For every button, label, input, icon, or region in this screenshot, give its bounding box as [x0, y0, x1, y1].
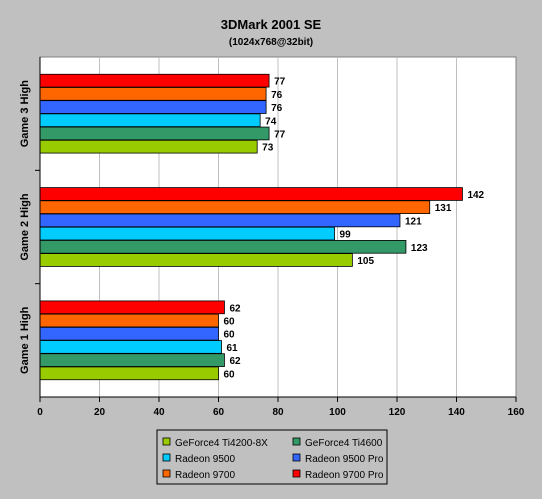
bar-game-1-high-geforce4-ti4200-8x	[39, 366, 219, 381]
legend-swatch-radeon-9700	[162, 469, 171, 478]
legend-swatch-radeon-9700-pro	[292, 469, 301, 478]
data-label-game-3-high-radeon-9700-pro: 77	[274, 77, 286, 88]
bar-game-3-high-radeon-9700-pro	[39, 73, 270, 88]
data-label-game-1-high-geforce4-ti4600: 62	[229, 356, 241, 367]
legend-box	[156, 429, 388, 485]
bar-game-1-high-geforce4-ti4600	[39, 353, 225, 367]
chart-title: 3DMark 2001 SE	[221, 17, 322, 32]
x-tick-label-120: 120	[389, 407, 406, 418]
x-tick-label-40: 40	[153, 407, 165, 418]
data-label-game-2-high-radeon-9700-pro: 142	[467, 190, 484, 201]
bar-game-1-high-radeon-9700-pro	[39, 300, 225, 315]
x-tick-label-80: 80	[272, 407, 284, 418]
legend-swatch-radeon-9500-pro	[292, 453, 301, 462]
legend-label-radeon-9700-pro: Radeon 9700 Pro	[305, 470, 384, 481]
data-label-game-1-high-radeon-9700-pro: 62	[229, 303, 241, 314]
bar-game-3-high-geforce4-ti4200-8x	[39, 139, 258, 154]
data-label-game-3-high-radeon-9700: 76	[271, 90, 283, 101]
data-label-game-1-high-geforce4-ti4200-8x: 60	[224, 369, 236, 380]
legend-swatch-geforce4-ti4200-8x	[162, 437, 171, 446]
data-label-game-2-high-geforce4-ti4200-8x: 105	[357, 256, 374, 267]
bar-game-2-high-radeon-9500-pro	[39, 213, 401, 228]
data-label-game-3-high-radeon-9500: 74	[265, 116, 277, 127]
category-label-game-2-high: Game 2 High	[19, 193, 31, 261]
data-label-game-3-high-geforce4-ti4200-8x: 73	[262, 143, 274, 154]
bar-game-3-high-geforce4-ti4600	[39, 126, 270, 141]
data-label-game-2-high-radeon-9700: 131	[435, 203, 452, 214]
data-label-game-2-high-geforce4-ti4600: 123	[411, 243, 428, 254]
bar-game-3-high-radeon-9500-pro	[39, 100, 267, 114]
bar-game-2-high-geforce4-ti4200-8x	[39, 253, 353, 267]
x-tick-label-20: 20	[94, 407, 106, 418]
legend-label-geforce4-ti4600: GeForce4 Ti4600	[305, 438, 383, 449]
bar-game-2-high-geforce4-ti4600	[39, 239, 407, 254]
legend-label-geforce4-ti4200-8x: GeForce4 Ti4200-8X	[175, 438, 268, 449]
legend-swatch-geforce4-ti4600	[292, 437, 301, 446]
data-label-game-2-high-radeon-9500-pro: 121	[405, 216, 422, 227]
bar-game-3-high-radeon-9700	[39, 87, 267, 101]
bar-game-3-high-radeon-9500	[39, 113, 261, 128]
legend: GeForce4 Ti4200-8X GeForce4 Ti4600 Radeon …	[156, 429, 388, 485]
bar-game-1-high-radeon-9500-pro	[39, 326, 219, 341]
x-tick-label-60: 60	[213, 407, 225, 418]
bar-game-2-high-radeon-9700	[39, 200, 431, 215]
bar-game-1-high-radeon-9700	[39, 313, 219, 328]
x-tick-label-160: 160	[508, 407, 525, 418]
x-tick-label-0: 0	[37, 407, 43, 418]
data-label-game-1-high-radeon-9700: 60	[224, 317, 236, 328]
x-tick-label-100: 100	[329, 407, 346, 418]
bar-game-1-high-radeon-9500	[39, 340, 222, 354]
legend-label-radeon-9500: Radeon 9500	[175, 454, 235, 465]
data-label-game-3-high-radeon-9500-pro: 76	[271, 103, 283, 114]
bars: 7776767477731421311219912310562606061626…	[39, 73, 485, 381]
legend-label-radeon-9500-pro: Radeon 9500 Pro	[305, 454, 384, 465]
data-label-game-3-high-geforce4-ti4600: 77	[274, 129, 286, 140]
bar-game-2-high-radeon-9700-pro	[39, 187, 463, 201]
category-label-game-1-high: Game 1 High	[19, 306, 31, 374]
chart-subtitle: (1024x768@32bit)	[229, 37, 313, 48]
data-label-game-1-high-radeon-9500: 61	[226, 343, 238, 354]
legend-swatch-radeon-9500	[162, 453, 171, 462]
bar-game-2-high-radeon-9500	[39, 226, 335, 241]
x-tick-label-140: 140	[448, 407, 465, 418]
category-label-game-3-high: Game 3 High	[19, 80, 31, 148]
data-label-game-1-high-radeon-9500-pro: 60	[224, 330, 236, 341]
axes: 0 20 40 60 80 100 120 140 160 Game 3 High Game 2 H…	[19, 57, 525, 418]
legend-label-radeon-9700: Radeon 9700	[175, 470, 235, 481]
data-label-game-2-high-radeon-9500: 99	[340, 230, 352, 241]
